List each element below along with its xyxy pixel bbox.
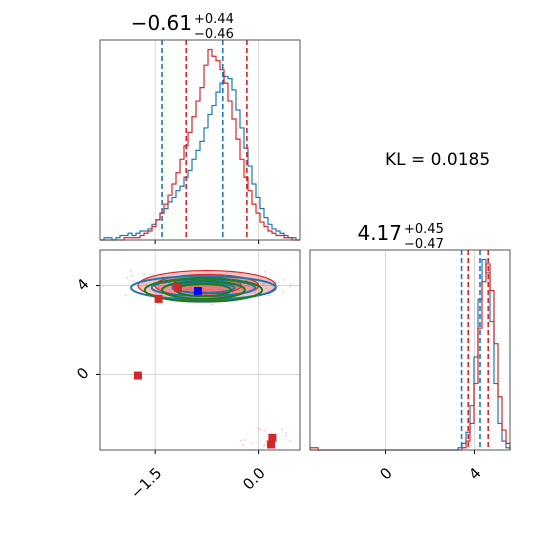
scatter-sample-point — [283, 279, 285, 281]
scatter-marker — [267, 440, 276, 449]
scatter-sample-point — [247, 285, 250, 287]
scatter-sample-point — [202, 287, 205, 290]
scatter-sample-point — [245, 279, 248, 282]
scatter-sample-point — [218, 272, 221, 275]
scatter-sample-point — [211, 289, 214, 291]
scatter-sample-point — [254, 291, 256, 294]
scatter-sample-point — [265, 287, 268, 290]
top-hist-histogram-series-0 — [100, 75, 300, 241]
scatter-sample-point — [284, 434, 287, 437]
top-hist-frame — [99, 39, 301, 241]
contour-1-level-2 — [171, 281, 236, 294]
scatter-sample-point — [244, 286, 246, 288]
scatter-sample-point — [132, 280, 135, 283]
scatter-sample-point — [251, 442, 254, 444]
scatter-sample-point — [189, 285, 192, 288]
scatter-sample-point — [263, 283, 265, 286]
scatter-sample-point — [262, 445, 265, 447]
scatter-sample-point — [143, 273, 145, 276]
top-hist-title-upper-error: +0.44 — [194, 12, 234, 27]
scatter-sample-point — [209, 272, 211, 274]
contour-2-level-0 — [143, 277, 264, 303]
scatter-sample-point — [186, 288, 188, 291]
scatter-sample-point — [259, 428, 261, 431]
scatter-marker — [173, 283, 182, 292]
scatter-sample-point — [203, 290, 206, 292]
scatter-sample-point — [126, 276, 128, 279]
scatter-sample-point — [130, 269, 132, 272]
scatter-sample-point — [130, 274, 133, 277]
scatter-xtick-label: 0.0 — [239, 464, 269, 494]
right-hist-xtick-label: 0 — [376, 464, 395, 483]
right-hist-title-upper-error: +0.45 — [404, 222, 444, 237]
scatter-xtick-label: −1.5 — [127, 464, 165, 502]
contour-2-level-1 — [161, 280, 246, 300]
panel-histogram-param1: −0.61 +0.44−0.46 — [99, 11, 301, 244]
scatter-sample-point — [244, 439, 246, 441]
scatter-sample-point — [261, 283, 264, 285]
scatter-sample-point — [285, 432, 288, 434]
scatter-sample-point — [264, 443, 266, 446]
scatter-sample-point — [124, 294, 127, 296]
scatter-marker — [154, 294, 163, 303]
scatter-sample-point — [257, 427, 260, 430]
scatter-marker — [193, 287, 202, 296]
scatter-sample-point — [269, 294, 271, 296]
right-hist-title-lower-error: −0.47 — [404, 237, 444, 252]
scatter-sample-point — [277, 285, 279, 288]
scatter-sample-point — [289, 440, 291, 442]
scatter-sample-point — [145, 284, 148, 286]
top-hist-histogram-series-1 — [100, 48, 300, 241]
right-hist-title-value: 4.17 — [357, 221, 402, 245]
scatter-marker — [133, 371, 142, 380]
right-hist-xtick-label: 4 — [465, 464, 484, 483]
scatter-sample-point — [264, 271, 267, 273]
top-hist-title-value: −0.61 — [131, 11, 192, 35]
scatter-frame — [99, 249, 301, 451]
scatter-sample-point — [278, 284, 280, 287]
scatter-sample-point — [275, 282, 278, 284]
scatter-sample-point — [189, 288, 192, 291]
scatter-sample-point — [265, 440, 268, 443]
scatter-sample-point — [187, 288, 190, 290]
scatter-sample-point — [263, 429, 266, 432]
scatter-sample-point — [139, 286, 141, 289]
panel-histogram-param2: 0 4 4.17 +0.45−0.47 — [309, 221, 511, 483]
scatter-sample-point — [151, 273, 153, 276]
scatter-marker — [268, 433, 277, 442]
scatter-sample-point — [197, 285, 200, 288]
scatter-sample-point — [282, 290, 285, 293]
scatter-sample-point — [226, 271, 229, 274]
scatter-sample-point — [242, 444, 244, 446]
scatter-ytick-label: 4 — [73, 275, 92, 294]
scatter-sample-point — [240, 439, 242, 442]
scatter-sample-point — [195, 284, 197, 287]
scatter-ytick-label: 0 — [73, 364, 92, 383]
scatter-sample-point — [210, 303, 213, 306]
kl-annotation: KL = 0.0185 — [385, 150, 490, 170]
panel-scatter-2d: −1.5 0.0 0 4 — [73, 249, 301, 502]
scatter-sample-point — [157, 284, 159, 287]
top-hist-title-lower-error: −0.46 — [194, 27, 234, 42]
scatter-sample-point — [254, 289, 257, 292]
scatter-sample-point — [241, 288, 243, 291]
scatter-sample-point — [290, 282, 292, 285]
scatter-sample-point — [281, 428, 283, 431]
scatter-sample-point — [215, 286, 218, 289]
right-hist-frame — [309, 249, 511, 451]
scatter-sample-point — [289, 285, 291, 288]
scatter-sample-point — [239, 290, 241, 292]
scatter-sample-point — [158, 287, 161, 289]
